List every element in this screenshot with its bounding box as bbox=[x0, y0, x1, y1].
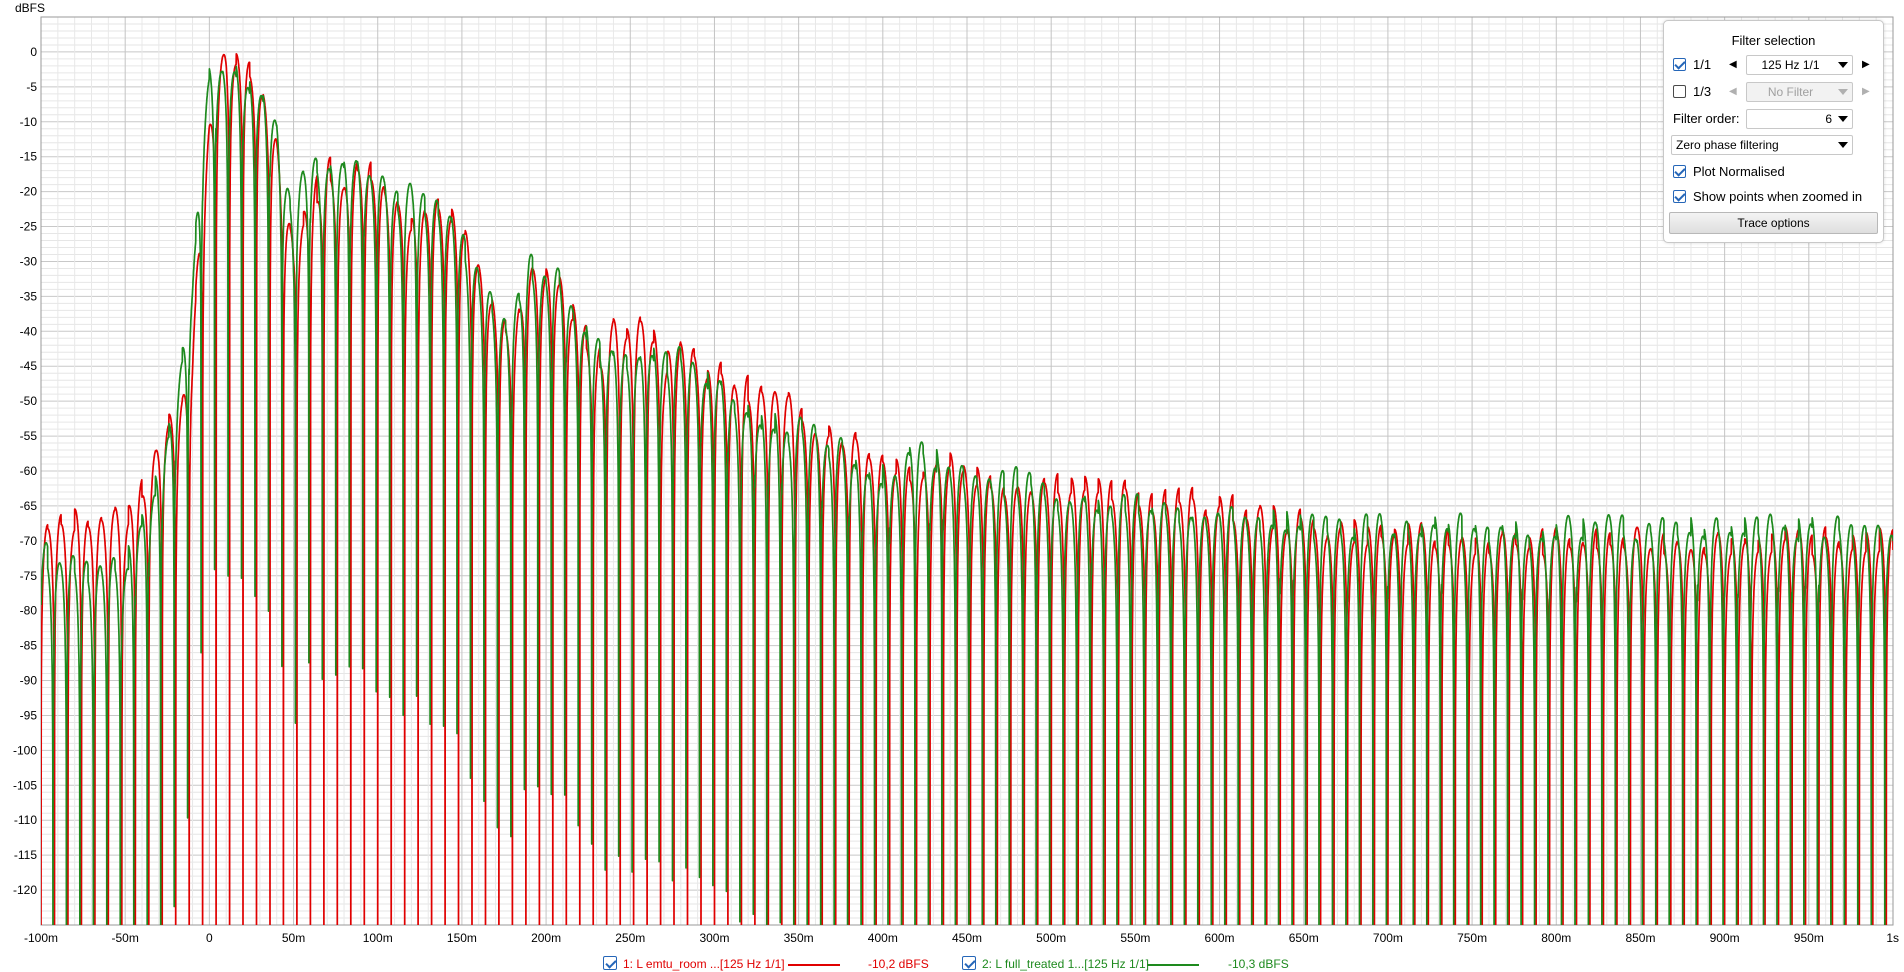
trace-options-button[interactable]: Trace options bbox=[1669, 212, 1878, 234]
y-tick-label: -95 bbox=[20, 708, 38, 722]
chevron-down-icon bbox=[1838, 116, 1848, 122]
show-points-row: Show points when zoomed in bbox=[1671, 187, 1876, 207]
trace-1-value: -10,2 dBFS bbox=[868, 957, 929, 971]
x-tick-label: 1s bbox=[1886, 931, 1899, 945]
x-tick-label: 200m bbox=[531, 931, 561, 945]
next-arrow-icon[interactable]: ▶ bbox=[1862, 59, 1870, 70]
x-tick-label: 950m bbox=[1794, 931, 1824, 945]
x-tick-label: 650m bbox=[1289, 931, 1319, 945]
y-tick-label: -20 bbox=[20, 185, 38, 199]
chevron-down-icon bbox=[1838, 62, 1848, 68]
x-tick-label: 150m bbox=[447, 931, 477, 945]
x-tick-label: 900m bbox=[1710, 931, 1740, 945]
y-tick-label: -25 bbox=[20, 220, 38, 234]
filter-row-octave: 1/1 ◀ 125 Hz 1/1 ▶ bbox=[1671, 55, 1876, 75]
chevron-down-icon bbox=[1838, 89, 1848, 95]
x-tick-label: 0 bbox=[206, 931, 213, 945]
phase-mode-select[interactable]: Zero phase filtering bbox=[1671, 135, 1853, 155]
trace-1-swatch bbox=[788, 964, 840, 966]
trace-2-label: 2: L full_treated 1...[125 Hz 1/1] bbox=[982, 957, 1149, 971]
x-tick-label: 850m bbox=[1625, 931, 1655, 945]
filter-selection-panel: Filter selection 1/1 ◀ 125 Hz 1/1 ▶ 1/3 … bbox=[1663, 20, 1884, 243]
octave-filter-select[interactable]: 125 Hz 1/1 bbox=[1746, 55, 1853, 75]
x-axis-ticks: -100m -50m 0 50m 100m 150m 200m 250m 300m 350m 400… bbox=[24, 931, 1899, 945]
trace-1-checkbox[interactable] bbox=[603, 956, 617, 970]
x-tick-label: 500m bbox=[1036, 931, 1066, 945]
y-tick-label: -70 bbox=[20, 534, 38, 548]
y-tick-label: -10 bbox=[20, 115, 38, 129]
x-tick-label: 100m bbox=[363, 931, 393, 945]
y-tick-label: -120 bbox=[13, 883, 37, 897]
y-tick-label: -115 bbox=[14, 848, 37, 862]
plot-normalised-row: Plot Normalised bbox=[1671, 162, 1876, 182]
x-tick-label: 250m bbox=[615, 931, 645, 945]
panel-title: Filter selection bbox=[1731, 33, 1816, 48]
x-tick-label: 300m bbox=[699, 931, 729, 945]
octave-checkbox[interactable] bbox=[1673, 58, 1686, 71]
x-tick-label: 350m bbox=[784, 931, 814, 945]
y-tick-label: 0 bbox=[30, 45, 37, 59]
filter-order-label: Filter order: bbox=[1673, 111, 1740, 126]
octave-label: 1/1 bbox=[1693, 57, 1712, 72]
x-tick-label: 600m bbox=[1205, 931, 1235, 945]
y-tick-label: -110 bbox=[14, 813, 37, 827]
y-tick-label: -100 bbox=[13, 743, 37, 757]
trace-2-swatch bbox=[1147, 964, 1199, 966]
next-arrow-icon: ▶ bbox=[1862, 86, 1870, 97]
y-tick-label: -15 bbox=[20, 150, 38, 164]
y-tick-label: -30 bbox=[20, 254, 38, 268]
chart-grid bbox=[40, 16, 1894, 926]
show-points-checkbox[interactable] bbox=[1673, 190, 1686, 203]
filter-row-third-octave: 1/3 ◀ No Filter ▶ bbox=[1671, 82, 1876, 102]
y-axis-label: dBFS bbox=[15, 1, 45, 15]
x-tick-label: 800m bbox=[1541, 931, 1571, 945]
y-tick-label: -90 bbox=[20, 674, 38, 688]
x-tick-label: 400m bbox=[868, 931, 898, 945]
prev-arrow-icon: ◀ bbox=[1729, 86, 1737, 97]
plot-area-frame bbox=[40, 16, 1894, 926]
y-tick-label: -75 bbox=[20, 569, 38, 583]
trace-2-line bbox=[41, 65, 1893, 925]
trace-2-value: -10,3 dBFS bbox=[1228, 957, 1289, 971]
traces bbox=[41, 52, 1893, 925]
x-tick-label: 750m bbox=[1457, 931, 1487, 945]
y-tick-label: -45 bbox=[20, 359, 38, 373]
y-tick-label: -105 bbox=[13, 778, 37, 792]
plot-normalised-checkbox[interactable] bbox=[1673, 165, 1686, 178]
filter-order-select[interactable]: 6 bbox=[1746, 109, 1853, 129]
x-tick-label: 700m bbox=[1373, 931, 1403, 945]
y-tick-label: -40 bbox=[20, 324, 38, 338]
phase-mode-row: Zero phase filtering bbox=[1671, 135, 1876, 155]
y-tick-label: -55 bbox=[20, 429, 38, 443]
x-tick-label: -100m bbox=[24, 931, 58, 945]
x-tick-label: -50m bbox=[112, 931, 139, 945]
x-tick-label: 450m bbox=[952, 931, 982, 945]
y-tick-label: -50 bbox=[20, 394, 38, 408]
third-octave-checkbox[interactable] bbox=[1673, 85, 1686, 98]
y-tick-label: -35 bbox=[20, 289, 38, 303]
prev-arrow-icon[interactable]: ◀ bbox=[1729, 59, 1737, 70]
x-tick-label: 550m bbox=[1120, 931, 1150, 945]
trace-2-checkbox[interactable] bbox=[962, 956, 976, 970]
filter-order-row: Filter order: 6 bbox=[1671, 109, 1876, 129]
trace-1-label: 1: L emtu_room ...[125 Hz 1/1] bbox=[623, 957, 785, 971]
y-axis-ticks: 0 -5 -10 -15 -20 -25 -30 -35 -40 -45 -50 -55 -60 -65 -… bbox=[13, 45, 37, 897]
y-tick-label: -5 bbox=[26, 80, 37, 94]
third-octave-label: 1/3 bbox=[1693, 84, 1712, 99]
third-octave-filter-select: No Filter bbox=[1746, 82, 1853, 102]
y-tick-label: -85 bbox=[20, 639, 38, 653]
y-tick-label: -65 bbox=[20, 499, 38, 513]
plot-normalised-label: Plot Normalised bbox=[1693, 164, 1785, 179]
y-tick-label: -80 bbox=[20, 604, 38, 618]
x-tick-label: 50m bbox=[282, 931, 305, 945]
y-tick-label: -60 bbox=[20, 464, 38, 478]
show-points-label: Show points when zoomed in bbox=[1693, 189, 1863, 204]
chevron-down-icon bbox=[1838, 142, 1848, 148]
